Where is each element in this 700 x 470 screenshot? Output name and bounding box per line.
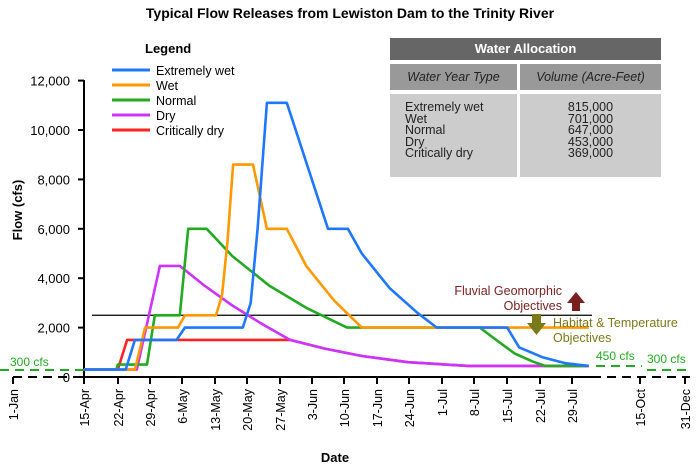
- y-tick-label: 8,000: [37, 172, 70, 187]
- table-cell-type: Dry: [405, 134, 425, 149]
- y-tick-label: 2,000: [37, 321, 70, 336]
- x-tick-label: 13-May: [209, 388, 223, 430]
- down-arrow-icon: [527, 314, 546, 335]
- up-arrow-icon: [567, 292, 585, 311]
- x-tick-label: 15-Apr: [78, 389, 92, 427]
- x-tick-label: 17-Jun: [371, 389, 385, 427]
- table-header-type: Water Year Type: [390, 64, 517, 90]
- x-tick-label: 1-Jan: [7, 389, 21, 420]
- x-tick-label: 24-Jun: [403, 389, 417, 427]
- water-allocation-table: Water Allocation Water Year Type Volume …: [390, 38, 661, 177]
- x-tick-label: 20-May: [241, 388, 255, 430]
- series-line-extremely-wet: [84, 101, 589, 371]
- x-tick-label: 6-May: [176, 388, 190, 423]
- y-tick-label: 6,000: [37, 222, 70, 237]
- table-cell-type: Critically dry: [405, 146, 474, 160]
- y-tick-label: 4,000: [37, 271, 70, 286]
- table-cell-type: Wet: [405, 111, 427, 126]
- table-header-volume: Volume (Acre-Feet): [520, 64, 661, 90]
- legend-label: Wet: [156, 79, 179, 93]
- x-tick-label: 8-Jul: [468, 389, 482, 416]
- legend-label: Extremely wet: [156, 64, 235, 78]
- x-tick-label: 22-Jul: [534, 389, 548, 423]
- legend-label: Critically dry: [156, 124, 225, 138]
- fluvial-objectives-label: Objectives: [504, 299, 562, 313]
- table-column-volume: 815,000 701,000 647,000 453,000 369,000: [520, 94, 661, 177]
- table-cell-type: Extremely wet: [405, 100, 484, 114]
- x-tick-label: 29-Apr: [144, 389, 158, 427]
- legend-label: Normal: [156, 94, 196, 108]
- table-cell-type: Normal: [405, 123, 446, 137]
- x-tick-label: 10-Jun: [338, 389, 352, 427]
- habitat-objectives-label: Objectives: [553, 331, 611, 345]
- legend-title: Legend: [145, 41, 191, 56]
- table-cell-volume: 369,000: [567, 146, 614, 160]
- x-tick-label: 22-Apr: [112, 389, 126, 427]
- legend-label: Dry: [156, 109, 176, 123]
- x-axis-label: Date: [321, 450, 349, 465]
- table-cell-volume: 647,000: [567, 123, 614, 137]
- y-axis-label: Flow (cfs): [10, 180, 25, 241]
- table-cell-volume: 453,000: [567, 134, 614, 149]
- x-tick-label: 27-May: [274, 388, 288, 430]
- chart-title: Typical Flow Releases from Lewiston Dam …: [146, 5, 555, 21]
- x-tick-label: 29-Jul: [566, 389, 580, 423]
- y-tick-label: 10,000: [30, 123, 70, 138]
- fluvial-objectives-label: Fluvial Geomorphic: [454, 284, 562, 298]
- x-tick-label: 31-Dec: [679, 389, 693, 429]
- table-cell-volume: 701,000: [567, 111, 614, 126]
- series-line-dry: [84, 264, 589, 371]
- x-tick-label: 3-Jun: [306, 389, 320, 420]
- base-flow-right-label: 300 cfs: [647, 352, 686, 366]
- series-line-normal: [84, 227, 589, 371]
- series-line-wet: [84, 163, 589, 371]
- x-tick-label: 15-Oct: [634, 388, 648, 426]
- x-tick-label: 1-Jul: [436, 389, 450, 416]
- y-tick-label: 12,000: [30, 74, 70, 89]
- table-title: Water Allocation: [390, 38, 661, 60]
- table-cell-volume: 815,000: [567, 100, 614, 114]
- table-column-type: Extremely wet Wet Normal Dry Critically dry: [390, 94, 517, 177]
- x-tick-label: 15-Jul: [501, 389, 515, 423]
- summer-flow-label: 450 cfs: [596, 349, 635, 363]
- habitat-objectives-label: Habitat & Temperature: [553, 316, 678, 330]
- base-flow-left-label: 300 cfs: [10, 355, 49, 369]
